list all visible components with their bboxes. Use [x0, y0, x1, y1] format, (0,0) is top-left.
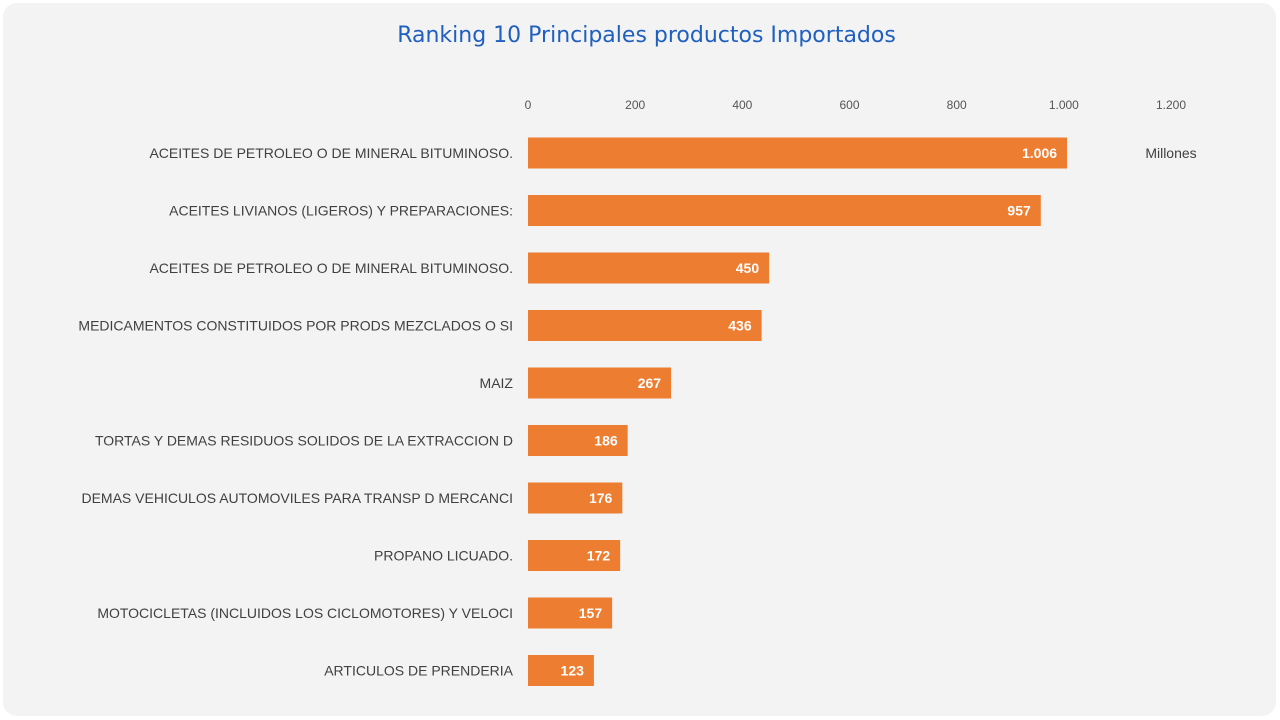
chart-title: Ranking 10 Principales productos Importa…: [397, 23, 896, 48]
category-label: PROPANO LICUADO.: [374, 548, 513, 564]
unit-label: Millones: [1145, 145, 1196, 161]
data-label: 436: [728, 318, 752, 334]
bar: [528, 367, 672, 399]
category-label: ACEITES LIVIANOS (LIGEROS) Y PREPARACION…: [169, 203, 513, 219]
x-tick-label: 400: [732, 98, 752, 112]
data-label: 1.006: [1022, 145, 1057, 161]
category-label: TORTAS Y DEMAS RESIDUOS SOLIDOS DE LA EX…: [95, 433, 513, 449]
x-tick-label: 0: [525, 98, 532, 112]
data-label: 267: [638, 375, 662, 391]
data-label: 450: [736, 260, 760, 276]
data-label: 186: [594, 433, 618, 449]
data-label: 176: [589, 490, 613, 506]
bar: [528, 655, 594, 686]
category-label: DEMAS VEHICULOS AUTOMOVILES PARA TRANSP …: [81, 490, 513, 506]
bar: [528, 597, 613, 629]
bar: [528, 310, 762, 341]
category-label: MAIZ: [480, 375, 514, 391]
x-tick-label: 1.200: [1156, 98, 1186, 112]
x-tick-label: 200: [625, 98, 645, 112]
category-label: ACEITES DE PETROLEO O DE MINERAL BITUMIN…: [149, 260, 513, 276]
category-label: MOTOCICLETAS (INCLUIDOS LOS CICLOMOTORES…: [97, 605, 513, 621]
chart-card: Ranking 10 Principales productos Importa…: [3, 3, 1276, 716]
bar: [528, 252, 770, 284]
bar-chart: 0 200 400 600 800 1.000 1.200 ACEITES DE PETROL…: [78, 98, 1197, 686]
x-tick-label: 1.000: [1049, 98, 1079, 112]
data-label: 172: [587, 548, 611, 564]
data-label: 957: [1007, 203, 1031, 219]
bar: [528, 482, 623, 514]
bar: [528, 195, 1041, 226]
bar: [528, 425, 628, 456]
data-label: 123: [561, 663, 585, 679]
category-label: MEDICAMENTOS CONSTITUIDOS POR PRODS MEZC…: [78, 318, 513, 334]
x-tick-label: 600: [839, 98, 859, 112]
category-label: ACEITES DE PETROLEO O DE MINERAL BITUMIN…: [149, 145, 513, 161]
x-tick-label: 800: [947, 98, 967, 112]
data-label: 157: [579, 605, 603, 621]
category-label: ARTICULOS DE PRENDERIA: [324, 663, 513, 679]
bar: [528, 540, 621, 571]
bar: [528, 137, 1068, 169]
